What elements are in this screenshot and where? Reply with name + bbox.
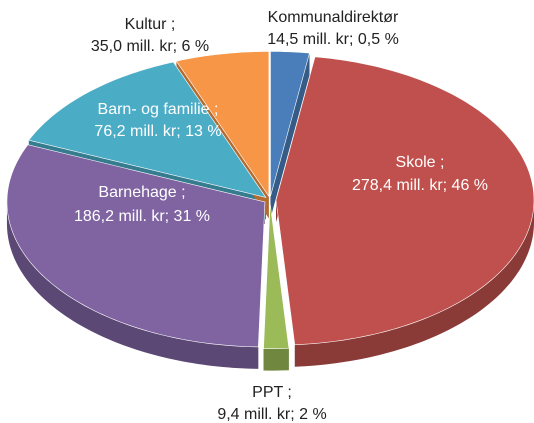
labels: Kommunaldirektør 14,5 mill. kr; 0,5 % Skol… bbox=[74, 9, 488, 423]
slice bbox=[275, 56, 534, 346]
slice-value-label: 278,4 mill. kr; 46 % bbox=[352, 177, 488, 194]
slice bbox=[175, 51, 270, 198]
slice-category: Kultur ; bbox=[125, 16, 176, 33]
slice-category: Skole ; bbox=[396, 154, 445, 171]
slice-category: Barnehage ; bbox=[98, 184, 185, 201]
slice bbox=[6, 144, 266, 348]
slice-category: Kommunaldirektør bbox=[268, 9, 399, 26]
slice-value-label: 35,0 mill. kr; 6 % bbox=[91, 38, 209, 55]
slice bbox=[270, 51, 310, 197]
slice-category: Barn- og familie ; bbox=[98, 101, 219, 118]
pie-tops bbox=[6, 51, 534, 349]
slice-side bbox=[6, 201, 259, 369]
slice-side bbox=[263, 348, 289, 371]
slice-value-label: 186,2 mill. kr; 31 % bbox=[74, 208, 210, 225]
slice-side bbox=[294, 200, 534, 367]
slice-value-label: 76,2 mill. kr; 13 % bbox=[94, 123, 221, 140]
slice bbox=[28, 61, 267, 198]
slice-value-label: 14,5 mill. kr; 0,5 % bbox=[267, 31, 399, 48]
slice-category: PPT ; bbox=[252, 384, 292, 401]
slice-cut bbox=[270, 53, 310, 219]
slice bbox=[263, 203, 290, 349]
slice-value-label: 9,4 mill. kr; 2 % bbox=[217, 406, 326, 423]
